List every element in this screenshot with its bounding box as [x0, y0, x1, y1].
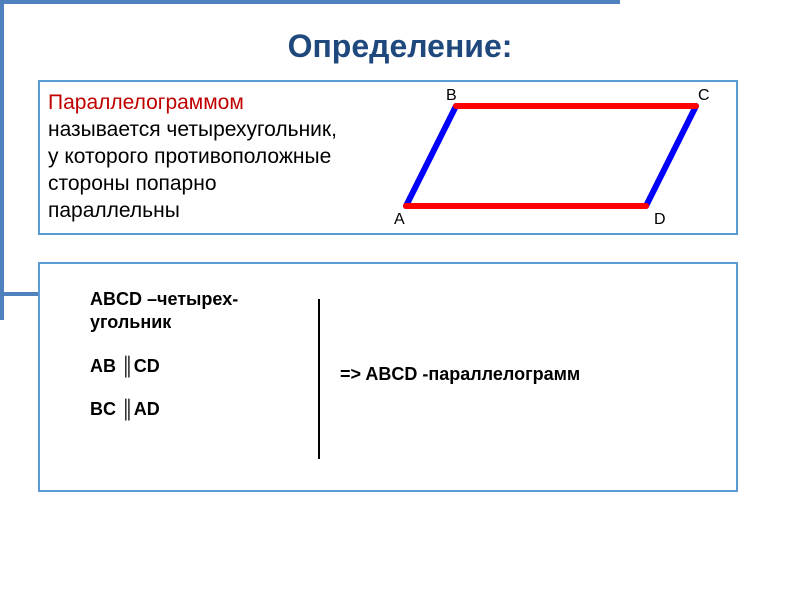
parallelogram-diagram: A B C D	[376, 86, 726, 231]
definition-box: Параллелограммом называется четырехуголь…	[38, 80, 738, 235]
edge-AB	[406, 106, 456, 206]
conclusion: => ABCD -параллелограмм	[340, 364, 580, 385]
frame-top	[0, 0, 620, 12]
premise-3: BC ║AD	[90, 398, 238, 421]
vertex-label-D: D	[654, 211, 666, 228]
vertex-label-B: B	[446, 87, 457, 104]
divider-line	[318, 299, 320, 459]
frame-right	[0, 296, 4, 320]
definition-text: Параллелограммом называется четырехуголь…	[48, 90, 353, 224]
vertex-label-C: C	[698, 87, 710, 104]
edge-CD	[646, 106, 696, 206]
premise-2: AB ║CD	[90, 355, 238, 378]
term: Параллелограммом	[48, 91, 244, 114]
vertex-label-A: A	[394, 211, 405, 228]
definition-rest: называется четырехугольник, у которого п…	[48, 118, 337, 222]
premises: ABCD –четырех- угольник AB ║CD BC ║AD	[90, 288, 238, 442]
page-title: Определение:	[0, 28, 800, 65]
premise-1: ABCD –четырех- угольник	[90, 288, 238, 335]
logic-box: ABCD –четырех- угольник AB ║CD BC ║AD =>…	[38, 262, 738, 492]
